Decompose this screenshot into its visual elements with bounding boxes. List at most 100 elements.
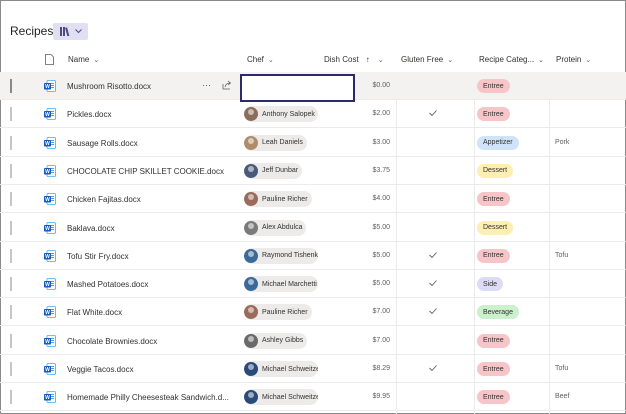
row-select-handle[interactable] <box>10 248 12 263</box>
dish-cost-value: $8.29 <box>372 365 390 372</box>
file-name-link[interactable]: CHOCOLATE CHIP SKILLET COOKIE.docx <box>67 166 224 176</box>
file-type-header-icon[interactable] <box>45 54 54 65</box>
file-name-link[interactable]: Homemade Philly Cheesesteak Sandwich.d..… <box>67 393 229 403</box>
table-row[interactable]: W Tofu Stir Fry.docx Raymond Tishenko $5.00… <box>0 242 626 270</box>
row-select-handle[interactable] <box>10 333 12 348</box>
word-document-icon: W <box>44 249 56 262</box>
column-header-dish-cost[interactable]: Dish Cost ↑ ⌄ <box>324 55 384 64</box>
file-name-link[interactable]: Chocolate Brownies.docx <box>67 336 158 346</box>
category-pill: Entree <box>477 248 510 263</box>
chef-name: Ashley Gibbs <box>262 337 304 345</box>
svg-text:W: W <box>45 367 50 373</box>
svg-text:W: W <box>45 282 50 288</box>
dish-cost-value: $7.00 <box>372 336 390 344</box>
chef-persona[interactable]: Anthony Salopek <box>244 106 318 123</box>
file-name-link[interactable]: Baklava.docx <box>67 223 115 233</box>
row-select-handle[interactable] <box>10 79 12 93</box>
row-select-handle[interactable] <box>10 277 12 292</box>
row-select-handle[interactable] <box>10 362 12 376</box>
protein-value: Tofu <box>555 365 569 372</box>
chef-persona[interactable]: Jeff Dunbar <box>244 162 303 179</box>
table-row[interactable]: W Baklava.docx Alex Abdulca $5.00 Dessert <box>0 214 626 242</box>
checkmark-icon <box>429 110 437 117</box>
avatar <box>244 390 258 405</box>
chef-persona[interactable]: Pauline Richer <box>244 191 312 208</box>
dish-cost-value: $5.00 <box>372 223 390 231</box>
avatar <box>244 163 258 178</box>
chevron-down-icon: ⌄ <box>377 56 384 64</box>
column-header-protein[interactable]: Protein ⌄ <box>556 55 592 64</box>
protein-value: Beef <box>555 393 570 401</box>
chef-persona[interactable]: Pauline Richer <box>244 304 312 321</box>
chef-edit-field[interactable] <box>240 74 355 102</box>
file-name-link[interactable]: Pickles.docx <box>67 110 112 120</box>
svg-text:W: W <box>45 226 50 232</box>
column-header-row: Name ⌄ Chef ⌄ Dish Cost ↑ ⌄ Gluten Free ⌄ Rec… <box>0 46 626 72</box>
table-row[interactable]: W Homemade Philly Cheesesteak Sandwich.d.… <box>0 383 626 412</box>
avatar <box>244 192 258 207</box>
file-name-link[interactable]: Tofu Stir Fry.docx <box>67 251 129 261</box>
category-pill: Entree <box>477 333 510 348</box>
row-select-handle[interactable] <box>10 107 12 122</box>
more-options-icon[interactable]: ⋯ <box>202 80 212 90</box>
table-row[interactable]: W Pickles.docx Anthony Salopek $2.00 Entree <box>0 100 626 129</box>
dish-cost-value: $4.00 <box>372 195 390 203</box>
table-row[interactable]: W Chocolate Brownies.docx Ashley Gibbs $7.0… <box>0 327 626 355</box>
row-select-handle[interactable] <box>10 163 12 178</box>
row-select-handle[interactable] <box>10 305 12 320</box>
file-name-link[interactable]: Veggie Tacos.docx <box>67 365 134 374</box>
checkmark-icon <box>429 251 437 258</box>
column-header-name[interactable]: Name ⌄ <box>68 55 100 64</box>
category-pill: Entree <box>477 79 510 93</box>
row-select-handle[interactable] <box>10 192 12 207</box>
svg-text:W: W <box>45 169 50 175</box>
file-name-link[interactable]: Mushroom Risotto.docx <box>67 82 152 91</box>
chef-persona[interactable]: Raymond Tishenko <box>244 247 318 264</box>
chef-name: Pauline Richer <box>262 308 308 316</box>
chef-persona[interactable]: Michael Marchetti <box>244 276 318 293</box>
file-name-link[interactable]: Chicken Fajitas.docx <box>67 195 141 205</box>
view-switcher-button[interactable] <box>53 23 88 40</box>
table-row[interactable]: W Veggie Tacos.docx Michael Schweitzer $8.2… <box>0 355 626 383</box>
file-name-link[interactable]: Sausage Rolls.docx <box>67 138 138 148</box>
sort-ascending-icon: ↑ <box>365 55 370 64</box>
chef-name: Raymond Tishenko <box>262 252 318 260</box>
svg-text:W: W <box>45 395 50 401</box>
chef-persona[interactable]: Michael Schweitzer <box>244 361 318 377</box>
dish-cost-value: $5.00 <box>372 280 390 288</box>
column-header-recipe-category[interactable]: Recipe Categ... ⌄ <box>479 55 545 64</box>
table-row[interactable]: W Chicken Fajitas.docx Pauline Richer $4.00… <box>0 185 626 214</box>
chevron-down-icon <box>74 29 82 34</box>
chef-persona[interactable]: Ashley Gibbs <box>244 332 308 349</box>
row-select-handle[interactable] <box>10 220 12 235</box>
checkmark-icon <box>429 365 437 372</box>
svg-text:W: W <box>45 254 50 260</box>
avatar <box>244 107 258 122</box>
column-header-chef[interactable]: Chef ⌄ <box>247 55 274 64</box>
column-header-gluten-free[interactable]: Gluten Free ⌄ <box>401 55 454 64</box>
svg-text:W: W <box>45 141 50 147</box>
library-title: Recipes <box>10 24 54 38</box>
chef-persona[interactable]: Michael Schweitzer <box>244 389 318 406</box>
dish-cost-value: $7.00 <box>372 308 390 316</box>
word-document-icon: W <box>44 391 56 404</box>
row-select-handle[interactable] <box>10 135 12 150</box>
avatar <box>244 220 258 235</box>
word-document-icon: W <box>44 193 56 206</box>
chef-persona[interactable]: Alex Abdulca <box>244 219 307 236</box>
table-row[interactable]: W Mashed Potatoes.docx Michael Marchetti $5… <box>0 270 626 299</box>
file-name-link[interactable]: Mashed Potatoes.docx <box>67 280 149 290</box>
word-document-icon: W <box>44 108 56 121</box>
category-pill: Dessert <box>477 220 514 235</box>
table-row[interactable]: W Flat White.docx Pauline Richer $7.00 Bever… <box>0 298 626 327</box>
chef-name: Michael Schweitzer <box>262 365 318 373</box>
share-icon[interactable] <box>222 80 232 90</box>
table-row[interactable]: W CHOCOLATE CHIP SKILLET COOKIE.docx Jeff … <box>0 157 626 185</box>
table-row[interactable]: W Sausage Rolls.docx Leah Daniels $3.00 Appe… <box>0 129 626 157</box>
category-pill: Entree <box>477 362 510 376</box>
avatar <box>244 362 258 376</box>
row-select-handle[interactable] <box>10 390 12 405</box>
file-name-link[interactable]: Flat White.docx <box>67 308 123 318</box>
chef-persona[interactable]: Leah Daniels <box>244 134 307 151</box>
column-divider <box>396 72 397 414</box>
